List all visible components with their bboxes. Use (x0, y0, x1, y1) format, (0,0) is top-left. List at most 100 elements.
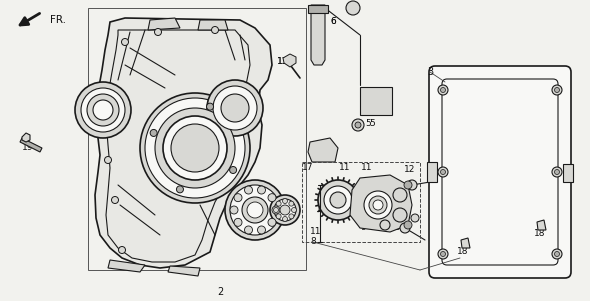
Polygon shape (148, 18, 180, 30)
Circle shape (150, 129, 157, 136)
Circle shape (441, 252, 445, 256)
Circle shape (552, 249, 562, 259)
Polygon shape (283, 54, 296, 67)
Circle shape (441, 88, 445, 92)
Text: 9: 9 (382, 209, 388, 218)
Circle shape (400, 223, 410, 233)
Text: FR.: FR. (50, 15, 66, 25)
Circle shape (112, 197, 119, 203)
Text: 21: 21 (242, 221, 254, 229)
Bar (360, 87, 392, 115)
Text: 16: 16 (99, 117, 111, 126)
Text: 15: 15 (389, 213, 401, 222)
Circle shape (206, 103, 214, 110)
Polygon shape (537, 220, 546, 230)
Polygon shape (311, 5, 325, 65)
Circle shape (230, 166, 237, 173)
Circle shape (268, 194, 276, 202)
Circle shape (87, 94, 119, 126)
Circle shape (555, 252, 559, 256)
Text: 7: 7 (322, 144, 328, 153)
Circle shape (324, 186, 352, 214)
Circle shape (163, 116, 227, 180)
Circle shape (274, 207, 278, 213)
Text: 18: 18 (457, 247, 468, 256)
Circle shape (276, 201, 281, 206)
Text: 14: 14 (394, 224, 406, 232)
Text: 10: 10 (316, 206, 328, 215)
Circle shape (404, 221, 412, 229)
Text: 9: 9 (360, 224, 366, 232)
Circle shape (352, 119, 364, 131)
Circle shape (176, 186, 183, 193)
Text: 13: 13 (277, 57, 289, 67)
Circle shape (555, 88, 559, 92)
Text: 4: 4 (379, 92, 385, 101)
Circle shape (346, 1, 360, 15)
Text: 12: 12 (404, 166, 416, 175)
Text: 6: 6 (330, 17, 336, 26)
Text: 20: 20 (279, 218, 291, 226)
Circle shape (274, 199, 296, 221)
Circle shape (289, 214, 294, 219)
Circle shape (257, 186, 266, 194)
Text: 11: 11 (361, 163, 373, 172)
Text: 16: 16 (99, 117, 111, 126)
Circle shape (230, 206, 238, 214)
Polygon shape (198, 20, 228, 30)
Circle shape (380, 220, 390, 230)
Circle shape (272, 206, 280, 214)
Bar (563, 164, 573, 182)
Circle shape (221, 94, 249, 122)
Text: 11: 11 (310, 228, 322, 237)
Circle shape (393, 188, 407, 202)
Circle shape (234, 194, 242, 202)
Circle shape (234, 218, 242, 226)
Circle shape (75, 82, 131, 138)
Circle shape (119, 247, 126, 253)
Polygon shape (461, 238, 470, 248)
Circle shape (257, 226, 266, 234)
Circle shape (140, 93, 250, 203)
Circle shape (155, 108, 235, 188)
Polygon shape (22, 133, 30, 142)
Text: 8: 8 (310, 237, 316, 247)
Circle shape (283, 198, 287, 203)
Bar (427, 162, 437, 182)
Text: 19: 19 (22, 144, 34, 153)
Circle shape (93, 100, 113, 120)
Circle shape (104, 157, 112, 163)
Circle shape (244, 186, 253, 194)
Circle shape (552, 85, 562, 95)
Text: 9: 9 (397, 191, 403, 200)
Text: 2: 2 (217, 287, 223, 297)
Circle shape (404, 181, 412, 189)
Circle shape (438, 85, 448, 95)
Circle shape (438, 249, 448, 259)
Circle shape (330, 192, 346, 208)
Circle shape (291, 207, 297, 213)
Circle shape (211, 26, 218, 33)
Text: 6: 6 (330, 17, 336, 26)
Circle shape (268, 218, 276, 226)
Circle shape (213, 86, 257, 130)
Circle shape (438, 167, 448, 177)
Circle shape (225, 180, 285, 240)
Circle shape (441, 169, 445, 175)
Circle shape (122, 39, 129, 45)
Polygon shape (95, 18, 272, 268)
Text: 4: 4 (379, 92, 385, 101)
Polygon shape (308, 138, 338, 162)
Circle shape (411, 214, 419, 222)
Text: 5: 5 (369, 119, 375, 128)
Circle shape (276, 214, 281, 219)
Circle shape (244, 226, 253, 234)
Circle shape (207, 80, 263, 136)
Circle shape (270, 195, 300, 225)
Text: 11: 11 (339, 163, 350, 172)
Circle shape (552, 167, 562, 177)
Circle shape (555, 169, 559, 175)
Circle shape (171, 124, 219, 172)
Text: 7: 7 (320, 144, 326, 153)
Circle shape (407, 180, 417, 190)
